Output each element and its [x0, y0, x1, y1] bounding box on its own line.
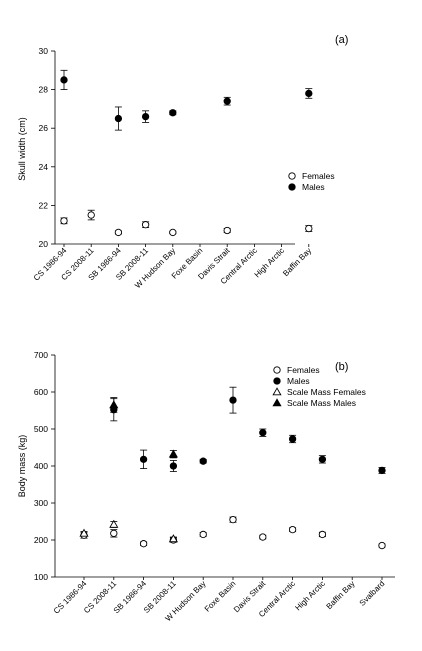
data-point	[199, 530, 207, 539]
data-point	[139, 540, 148, 548]
data-point	[223, 97, 231, 105]
y-tick-label: 700	[34, 350, 48, 360]
data-point	[139, 455, 148, 463]
data-point	[259, 533, 267, 541]
panel-b-label: (b)	[335, 361, 348, 373]
y-tick-label: 500	[34, 424, 48, 434]
panel-b-y-ticks: 100 200 300 400 500 600 700	[34, 350, 55, 582]
legend-label: Males	[302, 182, 325, 192]
panel-a-y-axis-label: Skull width (cm)	[17, 117, 27, 181]
data-point	[168, 534, 178, 543]
data-point	[169, 228, 177, 237]
panel-a-y-ticks: 20 22 24 26 28 30	[39, 46, 55, 249]
y-tick-label: 24	[39, 162, 49, 172]
data-point	[60, 217, 68, 225]
legend-marker	[273, 377, 281, 385]
data-point	[288, 435, 297, 443]
x-tick-label: High Arctic	[293, 579, 326, 612]
data-point	[199, 457, 207, 465]
data-point	[378, 541, 386, 550]
legend-label: Females	[302, 171, 335, 181]
data-point	[259, 429, 267, 437]
y-tick-label: 20	[39, 239, 49, 249]
y-tick-label: 100	[34, 572, 48, 582]
x-tick-label: Baffin Bay	[325, 579, 357, 611]
legend-marker	[288, 183, 296, 191]
data-point	[168, 449, 178, 458]
data-point	[60, 76, 68, 84]
panel-b: (b) Body mass (kg) 100 200 300 400 500 600 700…	[17, 350, 395, 623]
y-tick-label: 200	[34, 535, 48, 545]
data-point	[114, 228, 123, 237]
y-tick-label: 28	[39, 85, 49, 95]
y-tick-label: 600	[34, 387, 48, 397]
y-tick-label: 30	[39, 46, 49, 56]
legend-marker	[272, 398, 282, 407]
y-tick-label: 22	[39, 200, 49, 210]
x-tick-label: High Arctic	[253, 246, 286, 279]
panel-b-marks	[79, 386, 386, 550]
legend-marker	[273, 366, 281, 374]
data-point	[141, 221, 150, 229]
legend-marker	[272, 387, 282, 396]
data-point	[318, 530, 327, 539]
data-point	[229, 516, 237, 524]
data-point	[87, 211, 95, 219]
legend-label: Females	[287, 365, 320, 375]
data-point	[114, 114, 123, 123]
panel-a-marks	[60, 69, 313, 237]
y-tick-label: 300	[34, 498, 48, 508]
data-point	[109, 519, 119, 528]
data-point	[169, 462, 178, 470]
panel-a: (a) Skull width (cm) 20 22 24 26 28 30 CS 198…	[17, 34, 348, 290]
legend-label: Males	[287, 376, 310, 386]
panel-a-label: (a)	[335, 34, 348, 46]
data-point	[305, 89, 313, 98]
x-tick-label: Baffin Bay	[281, 246, 313, 278]
data-point	[169, 109, 177, 117]
data-point	[318, 455, 327, 463]
data-point	[378, 466, 386, 475]
data-point	[305, 224, 313, 233]
x-tick-label: Svalbard	[358, 579, 387, 608]
panel-a-axes	[54, 51, 295, 245]
data-point	[141, 112, 150, 121]
data-point	[229, 396, 237, 404]
y-tick-label: 26	[39, 123, 49, 133]
data-point	[109, 400, 119, 409]
panel-b-y-axis-label: Body mass (kg)	[17, 435, 27, 498]
legend-marker	[288, 172, 296, 180]
legend-label: Scale Mass Females	[287, 387, 366, 397]
data-point	[223, 226, 231, 235]
y-tick-label: 400	[34, 461, 48, 471]
legend-label: Scale Mass Males	[287, 398, 356, 408]
data-point	[288, 525, 297, 534]
data-point	[110, 529, 118, 537]
data-point	[79, 528, 89, 537]
